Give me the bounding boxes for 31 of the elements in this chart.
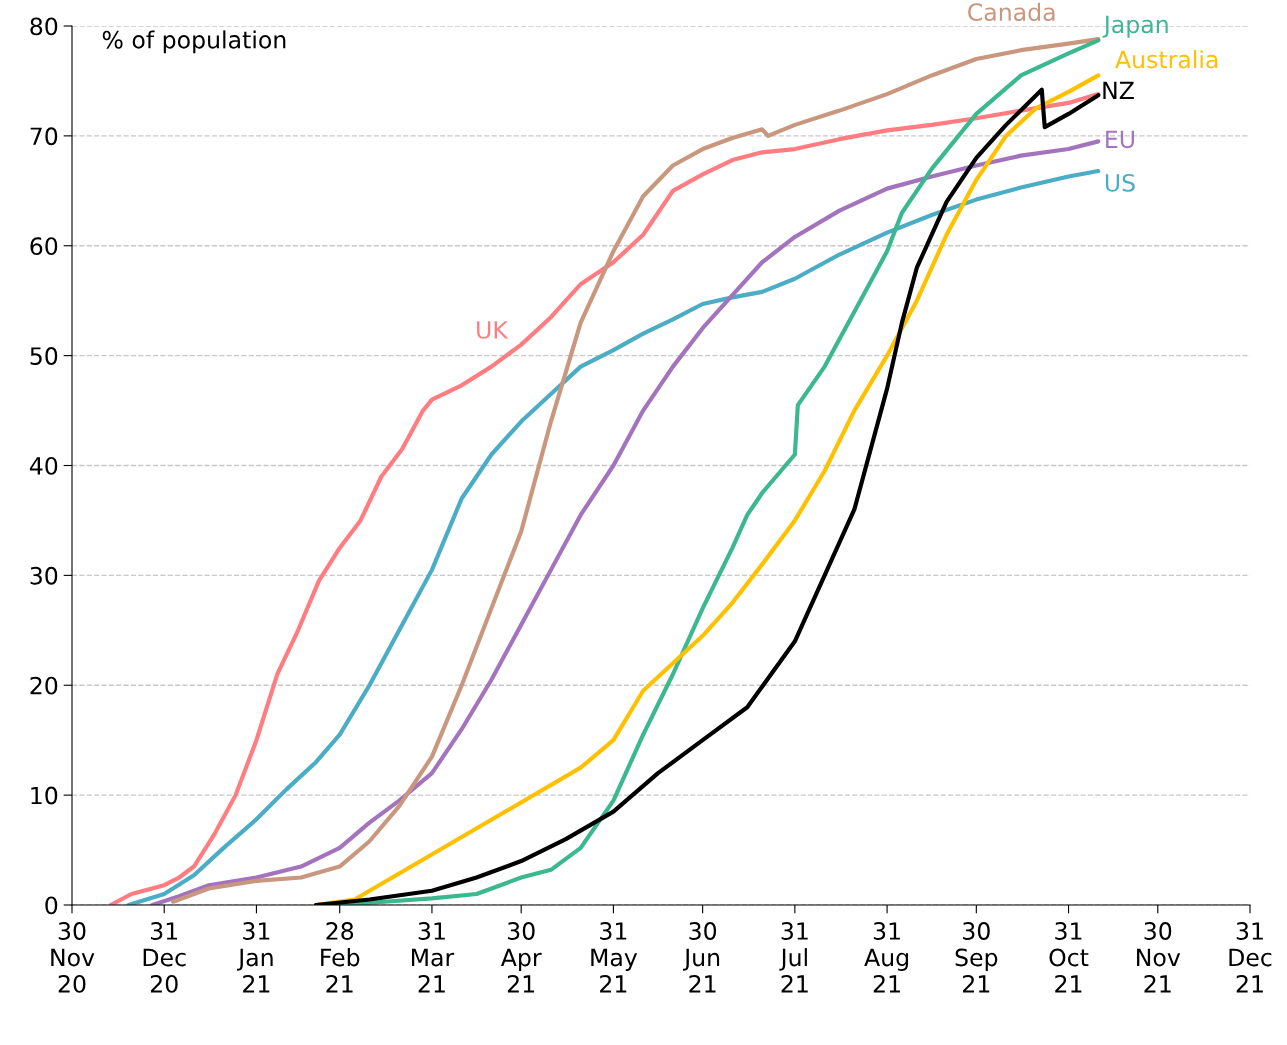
x-tick-label: 30 Nov 21 (1137, 922, 1181, 993)
series-label: NZ (1103, 81, 1134, 99)
series-label: US (1105, 173, 1135, 192)
x-tick-label: 31 Dec 20 (143, 922, 186, 993)
x-tick-label: 31 Jul 21 (779, 922, 808, 993)
y-tick-label: 20 (30, 676, 58, 695)
x-tick-label: 31 Jan 21 (237, 922, 273, 993)
y-tick-label: 10 (31, 786, 58, 805)
y-tick-label: 60 (30, 237, 58, 256)
series-label: Australia (1115, 50, 1218, 69)
x-tick-label: 31 Oct 21 (1049, 922, 1089, 993)
y-tick-label: 30 (30, 566, 58, 585)
series-label: EU (1106, 130, 1134, 149)
y-axis-title: % of population (102, 30, 286, 54)
y-tick-label: 40 (29, 456, 58, 475)
y-tick-label: 70 (30, 127, 58, 146)
x-tick-label: 30 Nov 20 (51, 922, 95, 993)
y-tick-label: 80 (30, 17, 58, 36)
x-tick-label: 30 Jun 21 (682, 922, 720, 993)
series-label: UK (477, 321, 509, 339)
x-tick-label: 30 Sep 21 (955, 922, 998, 993)
x-tick-label: 31 Mar 21 (411, 922, 455, 993)
series-label: Canada (968, 2, 1055, 22)
x-tick-label: 30 Apr 21 (500, 922, 542, 993)
y-tick-label: 50 (30, 347, 58, 365)
x-tick-label: 31 Aug 21 (864, 922, 908, 993)
x-tick-label: 31 May 21 (591, 922, 638, 993)
series-label: Japan (1102, 15, 1168, 38)
x-tick-label: 31 Dec 21 (1229, 922, 1272, 993)
y-tick-label: 0 (45, 896, 58, 915)
x-tick-label: 28 Feb 21 (321, 922, 360, 993)
